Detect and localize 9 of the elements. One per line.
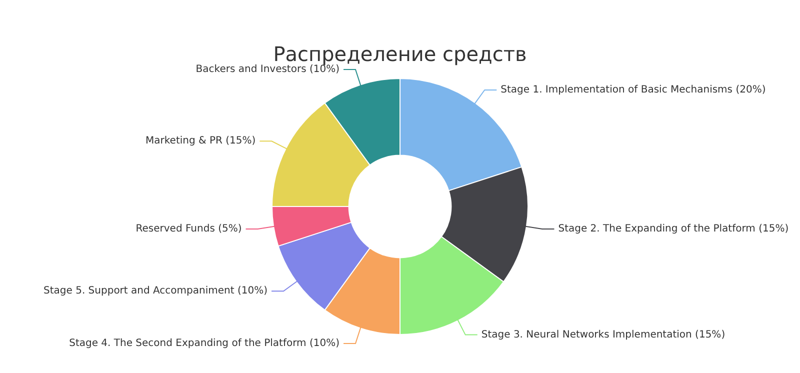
slice-label: Stage 4. The Second Expanding of the Platform (10%) [69, 338, 340, 350]
slice-label: Stage 2. The Expanding of the Platform (15%) [558, 224, 789, 235]
slice-label: Stage 5. Support and Accompaniment (10%) [44, 286, 268, 297]
chart-title: Распределение средств [273, 42, 527, 66]
slice-label: Marketing & PR (15%) [146, 136, 256, 147]
slice-label: Stage 1. Implementation of Basic Mechanisms (20%) [500, 84, 766, 96]
slice-label: Backers and Investors (10%) [196, 64, 340, 76]
slice-label: Stage 3. Neural Networks Implementation (15%) [481, 329, 726, 340]
slice-label: Reserved Funds (5%) [136, 224, 242, 235]
